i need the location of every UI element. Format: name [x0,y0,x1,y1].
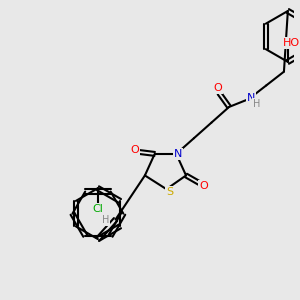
Text: S: S [166,187,173,197]
Text: O: O [213,83,222,93]
Text: HO: HO [283,38,300,48]
Text: O: O [131,145,140,155]
Text: N: N [174,149,182,159]
Text: H: H [102,215,110,226]
Text: H: H [253,99,260,109]
Text: Cl: Cl [92,204,103,214]
Text: O: O [199,181,208,191]
Text: N: N [247,93,255,103]
